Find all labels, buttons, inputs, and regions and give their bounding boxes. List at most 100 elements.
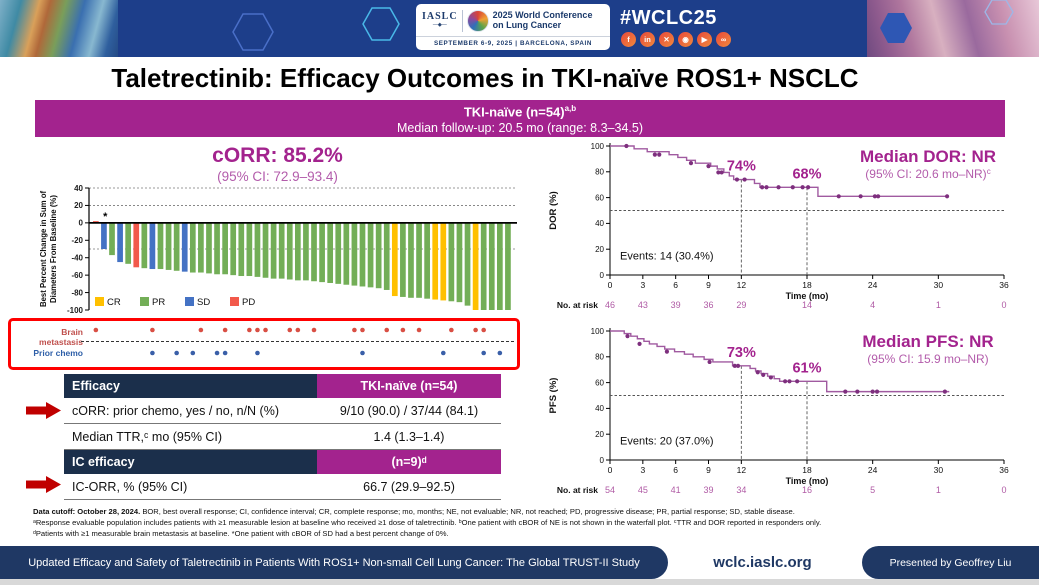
corr-confidence-interval: (95% CI: 72.9–93.4) xyxy=(217,169,338,184)
prior-chemo-label: Prior chemo xyxy=(33,348,83,358)
svg-text:(95% CI: 20.6 mo–NR)c: (95% CI: 20.6 mo–NR)c xyxy=(865,167,990,181)
wclc-link[interactable]: wclc.iaslc.org xyxy=(713,554,812,571)
svg-text:100: 100 xyxy=(591,142,605,151)
row-label: cORR: prior chemo, yes / no, n/N (%) xyxy=(72,403,280,418)
row-label: Median TTR,ᶜ mo (95% CI) xyxy=(72,429,223,444)
svg-text:-60: -60 xyxy=(71,271,83,280)
table-header-value: TKI-naïve (n=54) xyxy=(317,374,501,398)
svg-text:24: 24 xyxy=(868,280,878,290)
svg-text:Diameters From Baseline (%): Diameters From Baseline (%) xyxy=(49,195,58,303)
svg-text:5: 5 xyxy=(870,485,875,495)
conference-header: IASLC —◈— 2025 World Conference on Lung C… xyxy=(0,0,1039,57)
footnotes: Data cutoff: October 28, 2024. BOR, best… xyxy=(33,506,1031,539)
svg-text:36: 36 xyxy=(703,300,713,310)
waterfall-chart: 40 20 0 -20 -40 -60 -80 -100 * CR PR SD PD Best Perce… xyxy=(39,184,517,315)
footnote-line1: Data cutoff: October 28, 2024. BOR, best… xyxy=(33,507,795,516)
svg-text:PR: PR xyxy=(152,297,165,308)
svg-text:DOR (%): DOR (%) xyxy=(548,191,559,230)
barcelona-photo-left xyxy=(0,0,118,57)
svg-text:29: 29 xyxy=(736,300,746,310)
social-icons: f in ✕ ◉ ▶ ∞ xyxy=(621,32,731,47)
table-header-label: Efficacy xyxy=(64,374,317,398)
footnote-line2: ᵃResponse evaluable population includes … xyxy=(33,518,822,527)
table-row-corr: cORR: prior chemo, yes / no, n/N (%) 9/1… xyxy=(64,398,501,424)
study-title-bar: Updated Efficacy and Safety of Taletrect… xyxy=(0,546,668,579)
facebook-icon[interactable]: f xyxy=(621,32,636,47)
conference-name: 2025 World Conference on Lung Cancer xyxy=(492,10,593,30)
svg-text:68%: 68% xyxy=(792,166,821,182)
svg-text:36: 36 xyxy=(999,465,1009,475)
svg-text:3: 3 xyxy=(640,280,645,290)
svg-text:54: 54 xyxy=(605,485,615,495)
svg-text:16: 16 xyxy=(802,485,812,495)
svg-text:46: 46 xyxy=(605,300,615,310)
svg-text:12: 12 xyxy=(737,280,747,290)
svg-text:0: 0 xyxy=(608,465,613,475)
instagram-icon[interactable]: ◉ xyxy=(678,32,693,47)
svg-text:Median DOR: NR: Median DOR: NR xyxy=(860,147,996,166)
presenter-bar: Presented by Geoffrey Liu xyxy=(862,546,1039,579)
svg-text:0: 0 xyxy=(600,271,605,280)
slide-title: Taletrectinib: Efficacy Outcomes in TKI-… xyxy=(111,63,859,93)
row-value: 9/10 (90.0) / 37/44 (84.1) xyxy=(339,403,479,418)
svg-text:SD: SD xyxy=(197,297,210,308)
svg-text:74%: 74% xyxy=(727,159,756,175)
table-row-icorr: IC-ORR, % (95% CI) 66.7 (29.9–92.5) xyxy=(64,474,501,500)
svg-text:*: * xyxy=(103,211,108,223)
arrow-icon xyxy=(26,402,61,419)
svg-text:1: 1 xyxy=(936,485,941,495)
cohort-banner-line1: TKI-naïve (n=54)a,b xyxy=(463,103,577,120)
linkedin-icon[interactable]: in xyxy=(640,32,655,47)
bottom-strip xyxy=(0,579,1039,585)
svg-text:80: 80 xyxy=(595,353,604,362)
svg-text:3: 3 xyxy=(640,465,645,475)
x-icon[interactable]: ✕ xyxy=(659,32,674,47)
svg-text:0: 0 xyxy=(79,219,84,228)
svg-text:18: 18 xyxy=(802,280,812,290)
svg-text:0: 0 xyxy=(608,280,613,290)
cohort-banner: TKI-naïve (n=54)a,b Median follow-up: 20… xyxy=(35,100,1005,137)
brain-metastasis-label: Brain metastasis xyxy=(39,327,83,347)
svg-text:No. at risk: No. at risk xyxy=(557,485,598,495)
svg-text:40: 40 xyxy=(595,404,604,413)
hexagon-decoration-left xyxy=(232,7,400,51)
row-label: IC-ORR, % (95% CI) xyxy=(72,479,188,494)
svg-text:PFS (%): PFS (%) xyxy=(548,378,559,414)
link-icon[interactable]: ∞ xyxy=(716,32,731,47)
svg-text:100: 100 xyxy=(591,327,605,336)
youtube-icon[interactable]: ▶ xyxy=(697,32,712,47)
svg-text:30: 30 xyxy=(934,280,944,290)
conference-date-location: SEPTEMBER 6-9, 2025 | BARCELONA, SPAIN xyxy=(416,36,610,50)
svg-text:61%: 61% xyxy=(792,360,821,376)
svg-text:6: 6 xyxy=(673,465,678,475)
svg-text:0: 0 xyxy=(1001,300,1006,310)
svg-text:0: 0 xyxy=(600,456,605,465)
table-header-label: IC efficacy xyxy=(64,450,317,474)
svg-text:4: 4 xyxy=(870,300,875,310)
svg-text:20: 20 xyxy=(595,430,604,439)
svg-text:-80: -80 xyxy=(71,288,83,297)
svg-text:CR: CR xyxy=(107,297,121,308)
svg-text:80: 80 xyxy=(595,168,604,177)
footnote-line3: ᵈPatients with ≥1 measurable brain metas… xyxy=(33,529,449,538)
table-header-row-ic: IC efficacy (n=9)ᵈ xyxy=(64,450,501,474)
iaslc-logo-card: IASLC —◈— 2025 World Conference on Lung C… xyxy=(416,4,610,50)
iaslc-logo: IASLC —◈— xyxy=(422,10,458,28)
svg-text:12: 12 xyxy=(737,465,747,475)
biomarker-dot-rows xyxy=(81,327,515,356)
biomarker-annotation-box: Brain metastasis Prior chemo xyxy=(8,318,520,370)
svg-text:Events: 20 (37.0%): Events: 20 (37.0%) xyxy=(620,436,714,448)
corr-headline: cORR: 85.2% xyxy=(212,144,343,167)
svg-text:41: 41 xyxy=(671,485,681,495)
svg-text:34: 34 xyxy=(736,485,746,495)
svg-text:1: 1 xyxy=(936,300,941,310)
svg-text:45: 45 xyxy=(638,485,648,495)
svg-text:0: 0 xyxy=(1001,485,1006,495)
svg-text:39: 39 xyxy=(703,485,713,495)
svg-text:73%: 73% xyxy=(727,345,756,361)
table-header-value: (n=9)ᵈ xyxy=(317,450,501,474)
divider xyxy=(461,9,463,32)
cohort-banner-line2: Median follow-up: 20.5 mo (range: 8.3–34… xyxy=(397,121,643,136)
